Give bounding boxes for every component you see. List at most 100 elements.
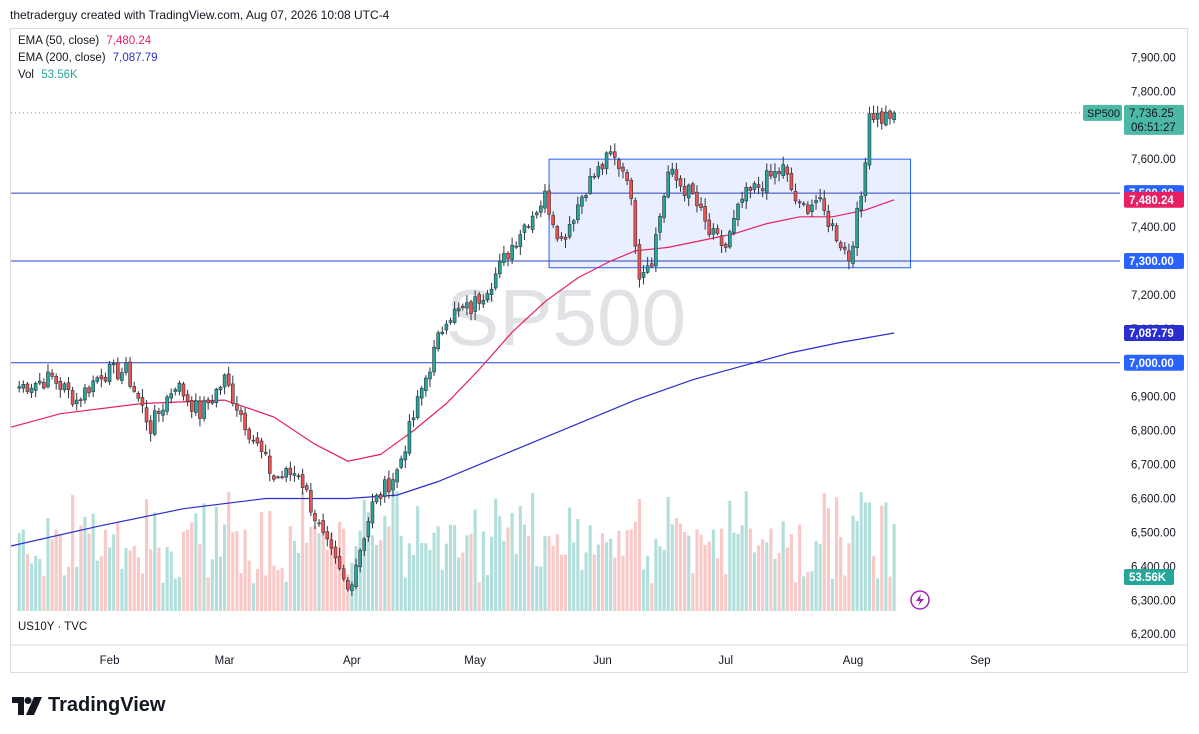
candle-body xyxy=(785,166,790,175)
volume-bar xyxy=(66,566,71,611)
volume-bar xyxy=(136,557,140,611)
candle-body xyxy=(588,176,592,194)
volume-bar xyxy=(161,582,165,611)
candle-body xyxy=(670,168,675,175)
volume-bar xyxy=(54,529,58,611)
volume-bar xyxy=(272,565,276,611)
candle-body xyxy=(202,400,206,419)
volume-bar xyxy=(469,533,473,611)
volume-bar xyxy=(79,525,83,611)
candle-body xyxy=(62,383,67,391)
candle-body xyxy=(25,383,30,392)
candle-body xyxy=(592,175,597,178)
volume-bar xyxy=(387,526,391,611)
legend-volume[interactable]: Vol 53.56K xyxy=(18,69,78,81)
candle-body xyxy=(740,198,744,203)
volume-bar xyxy=(835,497,839,611)
candle-body xyxy=(317,522,321,525)
legend-ema50[interactable]: EMA (50, close) 7,480.24 xyxy=(18,35,151,47)
volume-bar xyxy=(448,524,453,611)
candle-body xyxy=(855,207,859,248)
volume-bar xyxy=(395,491,399,611)
y-tick-label: 7,200.00 xyxy=(1131,290,1176,302)
volume-bar xyxy=(440,569,444,611)
candle-body xyxy=(140,397,145,406)
candle-body xyxy=(354,564,358,588)
volume-bar xyxy=(284,581,288,611)
candle-body xyxy=(222,374,227,388)
candle-body xyxy=(793,190,798,202)
volume-bar xyxy=(625,530,629,611)
candle-body xyxy=(362,538,367,551)
candle-body xyxy=(235,403,239,411)
volume-bar xyxy=(781,521,785,611)
comparison-symbol-label[interactable]: US10Y · TVC xyxy=(18,621,88,633)
volume-bar xyxy=(855,521,859,611)
volume-bar xyxy=(559,554,563,611)
volume-bar xyxy=(510,512,514,611)
candle-body xyxy=(576,204,580,220)
candle-body xyxy=(103,376,108,382)
candle-body xyxy=(272,475,276,480)
volume-bar xyxy=(29,563,34,611)
candle-body xyxy=(551,215,555,226)
tradingview-logo-text: TradingView xyxy=(48,694,166,716)
candle-body xyxy=(773,171,777,178)
candle-body xyxy=(810,204,814,212)
volume-bar xyxy=(103,529,108,611)
candle-body xyxy=(148,420,153,434)
candle-body xyxy=(333,546,338,559)
candle-body xyxy=(489,288,494,295)
volume-bar xyxy=(227,492,231,611)
candle-body xyxy=(847,250,851,262)
volume-bar xyxy=(703,544,707,611)
candle-body xyxy=(231,383,235,404)
volume-bar xyxy=(650,583,654,611)
candle-body xyxy=(469,301,473,314)
volume-bar xyxy=(407,543,411,611)
volume-bar xyxy=(317,533,321,611)
volume-bar xyxy=(617,530,621,611)
candle-body xyxy=(91,380,95,393)
candle-body xyxy=(120,372,124,381)
candle-body xyxy=(189,400,194,412)
volume-bar xyxy=(370,535,375,611)
volume-bar xyxy=(576,518,580,611)
volume-bar xyxy=(588,525,592,611)
y-tick-label: 6,600.00 xyxy=(1131,493,1176,505)
volume-bar xyxy=(674,518,678,611)
price-level-tag: 7,000.00 xyxy=(1129,358,1174,370)
candle-body xyxy=(206,399,210,404)
volume-bar xyxy=(444,543,448,611)
candle-body xyxy=(830,223,835,226)
volume-bar xyxy=(194,513,198,611)
volume-bar xyxy=(165,547,169,611)
candle-body xyxy=(165,396,169,412)
volume-bar xyxy=(830,578,835,611)
volume-bar xyxy=(756,545,761,611)
volume-bar xyxy=(888,576,892,611)
candle-body xyxy=(875,112,880,120)
candle-body xyxy=(284,468,288,478)
volume-bar xyxy=(379,540,383,611)
volume-bar xyxy=(329,532,333,611)
volume-bar xyxy=(522,524,526,611)
candle-body xyxy=(629,179,633,199)
x-tick-label: Jul xyxy=(718,655,733,667)
legend-ema50-value: 7,480.24 xyxy=(106,35,152,47)
candle-body xyxy=(682,186,687,196)
candle-body xyxy=(764,170,769,193)
candle-body xyxy=(218,386,223,391)
candle-body xyxy=(769,170,773,177)
candle-body xyxy=(760,188,765,192)
volume-bar xyxy=(711,529,715,611)
volume-bar xyxy=(494,498,498,611)
candle-body xyxy=(66,382,71,391)
volume-bar xyxy=(761,539,765,611)
legend-ema200[interactable]: EMA (200, close) 7,087.79 xyxy=(18,52,158,64)
candle-body xyxy=(596,166,601,177)
volume-bar xyxy=(814,540,818,611)
candle-body xyxy=(292,473,297,476)
chart-frame xyxy=(10,28,1188,673)
